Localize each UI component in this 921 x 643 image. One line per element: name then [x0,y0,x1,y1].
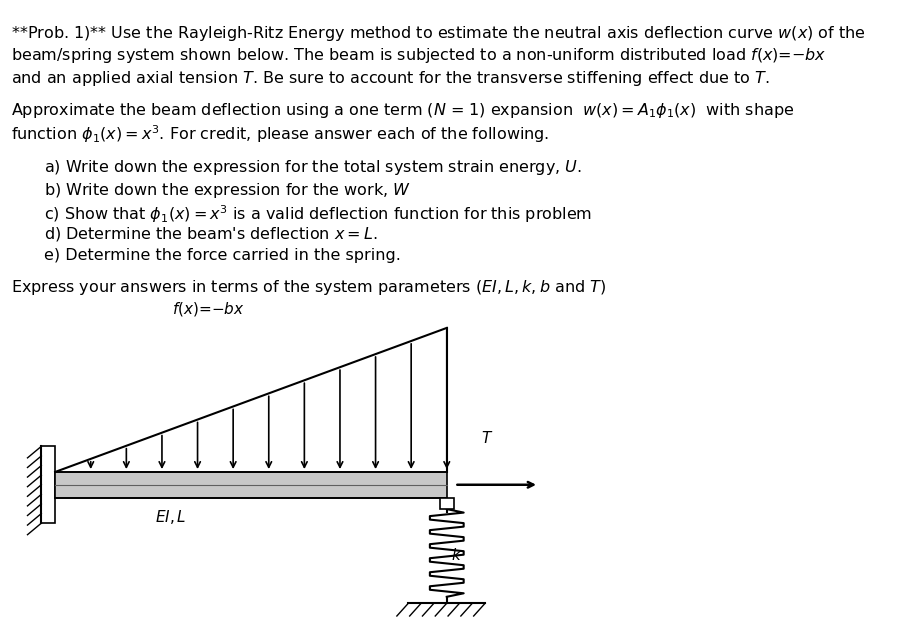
Text: $k$: $k$ [450,547,462,563]
Bar [55,472,447,498]
Text: $EI, L$: $EI, L$ [155,508,186,526]
Text: $f(x)$=$-bx$: $f(x)$=$-bx$ [172,300,245,318]
Text: a) Write down the expression for the total system strain energy, $U$.: a) Write down the expression for the tot… [43,158,581,177]
Text: and an applied axial tension $T$. Be sure to account for the transverse stiffeni: and an applied axial tension $T$. Be sur… [11,69,770,87]
Text: c) Show that $\phi_1(x) = x^3$ is a valid deflection function for this problem: c) Show that $\phi_1(x) = x^3$ is a vali… [43,203,592,225]
Text: d) Determine the beam's deflection $x = L$.: d) Determine the beam's deflection $x = … [43,226,378,244]
Bar [440,498,454,509]
Text: b) Write down the expression for the work, $W$: b) Write down the expression for the wor… [43,181,411,199]
Text: **Prob. 1)** Use the Rayleigh-Ritz Energy method to estimate the neutral axis de: **Prob. 1)** Use the Rayleigh-Ritz Energ… [11,24,866,43]
Text: function $\phi_1(x) = x^3$. For credit, please answer each of the following.: function $\phi_1(x) = x^3$. For credit, … [11,123,550,145]
Text: Approximate the beam deflection using a one term ($N$ = 1) expansion  $w(x) = A_: Approximate the beam deflection using a … [11,100,795,120]
Text: e) Determine the force carried in the spring.: e) Determine the force carried in the sp… [43,248,401,263]
Text: Express your answers in terms of the system parameters ($EI, L, k, b$ and $T$): Express your answers in terms of the sys… [11,278,607,297]
Bar [41,446,55,523]
Text: $T$: $T$ [482,430,494,446]
Text: beam/spring system shown below. The beam is subjected to a non-uniform distribut: beam/spring system shown below. The beam… [11,46,827,65]
